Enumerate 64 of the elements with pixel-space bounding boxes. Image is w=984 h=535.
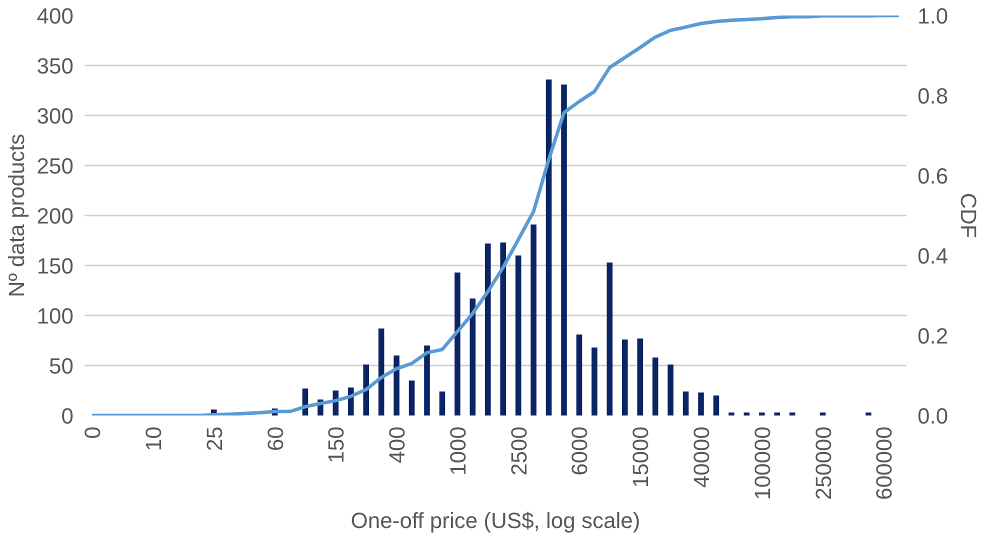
bar: [500, 242, 506, 416]
bar: [668, 364, 674, 416]
y-tick-label: 100: [36, 304, 74, 328]
x-tick-label: 25: [202, 426, 227, 451]
bar: [866, 412, 872, 416]
y-tick-label: 300: [36, 104, 74, 128]
bar: [454, 272, 460, 416]
bar: [561, 84, 567, 416]
x-tick-label: 15000: [628, 426, 654, 488]
x-tick-label: 100000: [750, 426, 775, 500]
y-tick-label: 350: [36, 54, 74, 78]
y-tick-label: 200: [36, 204, 74, 228]
x-tick-label: 40000: [689, 426, 714, 488]
bar: [592, 348, 598, 416]
y-tick-label: 0: [61, 404, 74, 428]
bar: [606, 262, 613, 416]
y-tick-label: 150: [36, 254, 74, 278]
x-tick-label: 400: [384, 426, 410, 464]
x-tick-label: 600000: [872, 426, 897, 500]
y-tick-label: 250: [36, 154, 74, 178]
bar: [546, 80, 552, 416]
y2-tick-label: 0.2: [918, 324, 948, 348]
bar: [530, 224, 536, 416]
bar: [758, 412, 765, 416]
bar: [774, 412, 780, 416]
y2-axis-title: CDF: [956, 192, 982, 238]
bar: [820, 412, 826, 416]
bar: [713, 396, 720, 416]
bar: [728, 412, 734, 416]
y2-tick-label: 1.0: [918, 4, 948, 28]
x-tick-label: 60: [262, 426, 288, 451]
x-axis-title: One-off price (US$, log scale): [350, 508, 640, 533]
bar: [744, 412, 750, 416]
bar: [576, 334, 582, 416]
y-tick-label: 50: [49, 354, 74, 378]
y-tick-label: 400: [36, 4, 74, 28]
bar: [378, 328, 384, 416]
bar: [682, 392, 689, 416]
x-tick-label: 1000: [445, 426, 470, 476]
x-tick-label: 250000: [810, 426, 836, 500]
x-tick-label: 2500: [506, 426, 532, 476]
bar: [484, 244, 491, 416]
bar: [637, 338, 644, 416]
x-tick-label: 150: [324, 426, 349, 464]
x-tick-label: 10: [141, 426, 166, 451]
y2-tick-label: 0.6: [918, 164, 948, 188]
y2-tick-label: 0.0: [918, 404, 948, 428]
bar: [470, 298, 476, 416]
bar: [439, 392, 446, 416]
x-tick-label: 6000: [567, 426, 592, 476]
bar: [515, 256, 522, 416]
bar: [652, 358, 658, 416]
y-axis-title: Nº data products: [4, 134, 29, 298]
y2-tick-label: 0.4: [918, 244, 948, 268]
x-tick-label: 0: [80, 426, 106, 439]
bar: [408, 380, 415, 416]
bar: [394, 356, 400, 416]
bar: [424, 346, 430, 416]
bar: [789, 412, 796, 416]
bar: [622, 340, 628, 416]
bar: [698, 392, 704, 416]
bar: [363, 364, 370, 416]
line-series: [90, 16, 901, 416]
y2-tick-label: 0.8: [918, 84, 948, 108]
